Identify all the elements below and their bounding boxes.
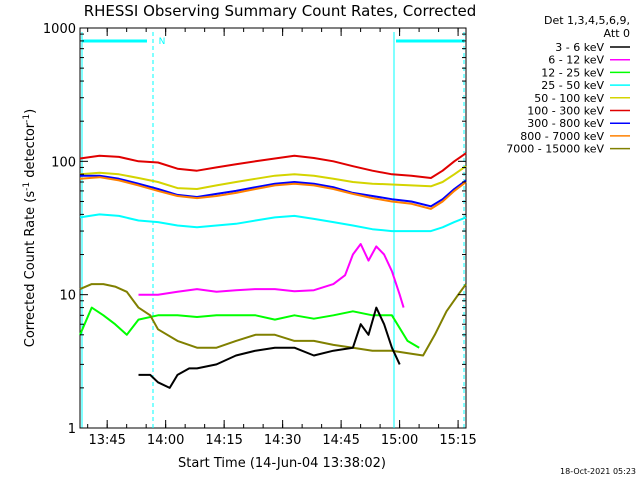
series-line-7000-15000-kev — [79, 283, 467, 357]
x-axis-ticks: 13:45 14:00 14:15 14:30 14:45 15:00 15:15 — [87, 28, 477, 448]
legend-label: 100 - 300 keV — [527, 105, 604, 118]
series-line-100-300-kev — [79, 152, 467, 179]
legend-label: 6 - 12 keV — [548, 54, 604, 67]
legend-label: 300 - 800 keV — [527, 117, 604, 130]
x-tick-label: 14:45 — [322, 433, 359, 448]
series-line-3-6-kev — [138, 306, 401, 389]
y-tick-label: 1000 — [43, 22, 76, 37]
legend-label: 7000 - 15000 keV — [506, 143, 604, 156]
y-tick-label: 10 — [59, 289, 76, 304]
legend-label: 3 - 6 keV — [555, 41, 604, 54]
legend-label: 50 - 100 keV — [534, 92, 604, 105]
x-tick-label: 15:15 — [439, 433, 476, 448]
legend-label: 25 - 50 keV — [541, 79, 604, 92]
series-line-12-25-kev — [79, 306, 420, 349]
series-line-6-12-kev — [138, 243, 405, 308]
night-marker: N — [159, 37, 166, 47]
legend-attenuator: Att 0 — [604, 27, 630, 40]
y-axis-label: Corrected Count Rate (s-1 detector-1) — [22, 109, 38, 347]
legend-label: 12 - 25 keV — [541, 66, 604, 79]
plot-area: N — [79, 27, 467, 429]
series-line-25-50-kev — [79, 213, 467, 233]
x-tick-label: 13:45 — [88, 433, 125, 448]
y-tick-label: 1 — [68, 422, 76, 437]
y-tick-label: 100 — [51, 155, 76, 170]
legend-label: 800 - 7000 keV — [520, 130, 604, 143]
series-line-50-100-kev — [79, 165, 467, 190]
x-tick-label: 14:15 — [205, 433, 242, 448]
legend-detectors: Det 1,3,4,5,6,9, — [544, 14, 630, 27]
series-line-300-800-kev — [80, 174, 467, 208]
x-tick-label: 14:00 — [147, 433, 184, 448]
x-tick-label: 14:30 — [264, 433, 301, 448]
plot-frame — [79, 27, 467, 429]
timestamp: 18-Oct-2021 05:23 — [560, 467, 636, 476]
y-axis-ticks: 1 10 100 1000 — [43, 22, 466, 437]
x-tick-label: 15:00 — [381, 433, 418, 448]
x-axis-label: Start Time (14-Jun-04 13:38:02) — [178, 456, 386, 471]
series-line-800-7000-kev — [79, 176, 467, 210]
chart-title: RHESSI Observing Summary Count Rates, Co… — [84, 2, 477, 20]
